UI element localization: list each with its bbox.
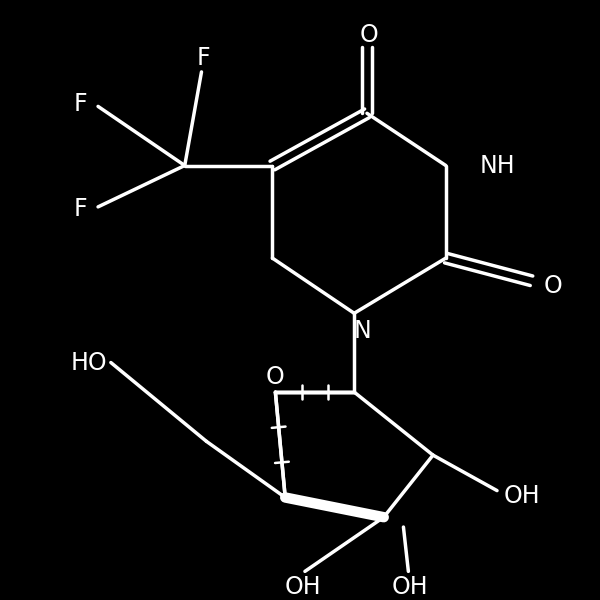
Text: F: F [74,92,87,116]
Text: O: O [544,274,563,298]
Text: F: F [197,46,210,70]
Text: OH: OH [284,575,321,599]
Text: O: O [266,365,285,389]
Text: F: F [74,197,87,221]
Text: O: O [359,23,379,47]
Text: OH: OH [503,484,540,508]
Text: N: N [353,319,371,343]
Text: HO: HO [71,350,107,374]
Text: NH: NH [479,154,515,178]
Text: OH: OH [392,575,428,599]
